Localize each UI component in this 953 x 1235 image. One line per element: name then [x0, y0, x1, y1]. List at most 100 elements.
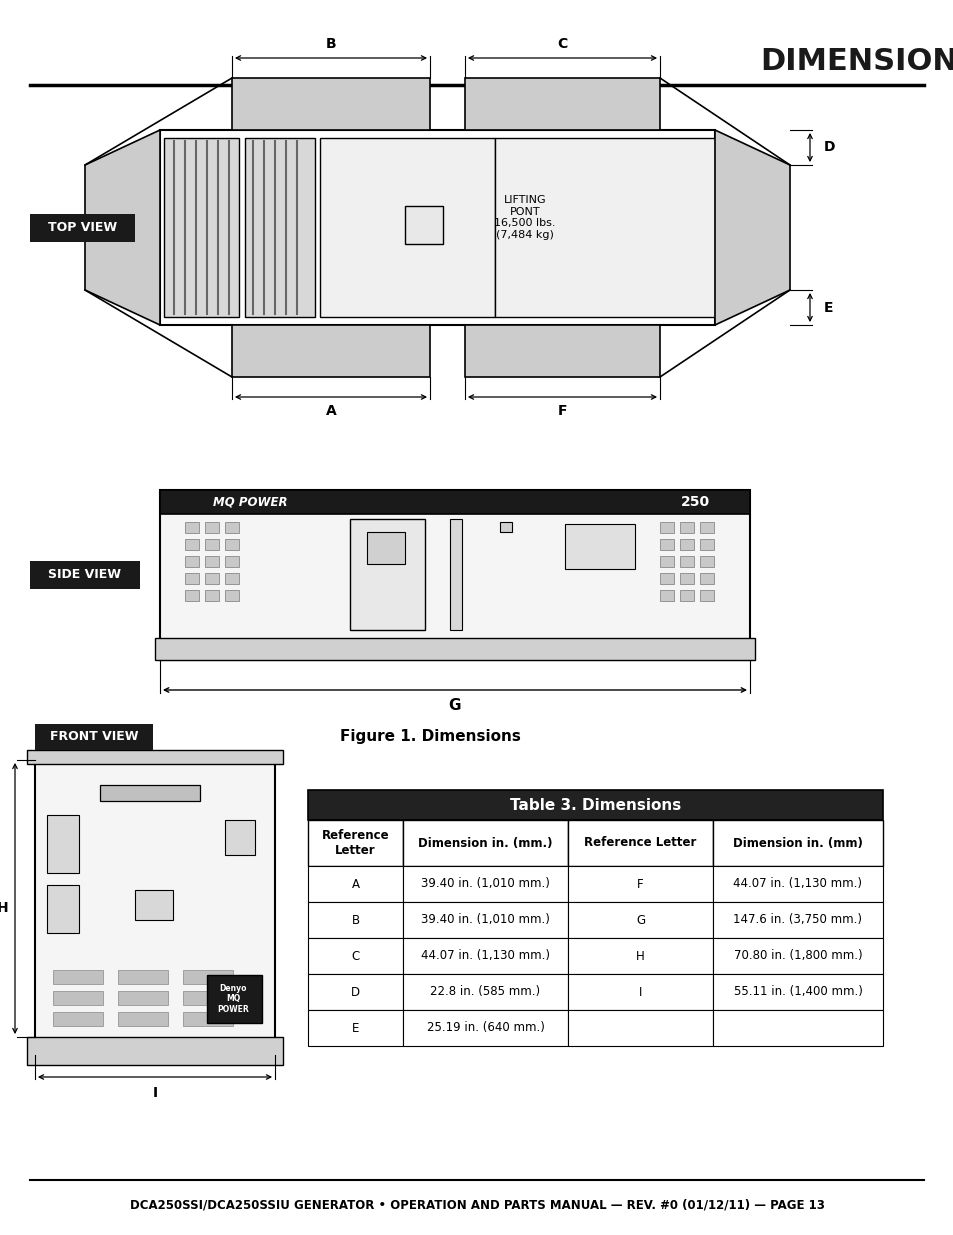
Bar: [567, 866, 712, 902]
Bar: [659, 590, 673, 601]
Bar: [35, 760, 274, 1055]
Bar: [185, 538, 199, 550]
Bar: [402, 902, 567, 939]
Bar: [700, 590, 713, 601]
Bar: [308, 939, 402, 974]
Bar: [402, 866, 567, 902]
Text: DCA250SSI/DCA250SSIU GENERATOR • OPERATION AND PARTS MANUAL — REV. #0 (01/12/11): DCA250SSI/DCA250SSIU GENERATOR • OPERATI…: [130, 1198, 823, 1212]
Bar: [495, 138, 714, 317]
Bar: [30, 561, 140, 589]
Text: I: I: [152, 1086, 157, 1100]
Text: B: B: [325, 37, 336, 51]
Text: 22.8 in. (585 mm.): 22.8 in. (585 mm.): [430, 986, 540, 999]
Bar: [185, 590, 199, 601]
Bar: [225, 573, 239, 584]
Bar: [319, 138, 495, 317]
Bar: [207, 974, 262, 1023]
Text: 44.07 in. (1,130 mm.): 44.07 in. (1,130 mm.): [420, 950, 550, 962]
Bar: [30, 214, 135, 242]
Text: Reference
Letter: Reference Letter: [321, 829, 389, 857]
Polygon shape: [464, 325, 659, 377]
Bar: [700, 573, 713, 584]
Polygon shape: [232, 78, 430, 130]
Bar: [700, 556, 713, 567]
Bar: [35, 724, 152, 750]
Text: 39.40 in. (1,010 mm.): 39.40 in. (1,010 mm.): [420, 878, 549, 890]
Text: Dimension in. (mm): Dimension in. (mm): [732, 836, 862, 850]
Circle shape: [684, 643, 695, 655]
Bar: [225, 556, 239, 567]
Bar: [308, 974, 402, 1010]
Polygon shape: [464, 78, 659, 130]
Text: G: G: [636, 914, 644, 926]
Bar: [160, 490, 749, 659]
Bar: [185, 556, 199, 567]
Bar: [183, 990, 233, 1005]
Text: 39.40 in. (1,010 mm.): 39.40 in. (1,010 mm.): [420, 914, 549, 926]
Bar: [402, 820, 567, 866]
Bar: [205, 556, 219, 567]
Bar: [712, 820, 882, 866]
Bar: [567, 939, 712, 974]
Bar: [712, 974, 882, 1010]
Bar: [679, 573, 693, 584]
Bar: [164, 138, 239, 317]
Bar: [308, 790, 882, 820]
Text: Dimension in. (mm.): Dimension in. (mm.): [417, 836, 552, 850]
Bar: [567, 902, 712, 939]
Circle shape: [285, 643, 294, 655]
Text: G: G: [448, 699, 460, 714]
Bar: [564, 524, 635, 569]
Bar: [308, 820, 402, 866]
Bar: [679, 590, 693, 601]
Bar: [53, 990, 103, 1005]
Bar: [450, 519, 461, 630]
Bar: [27, 750, 283, 764]
Bar: [402, 1010, 567, 1046]
Text: DIMENSIONS: DIMENSIONS: [760, 47, 953, 77]
Text: B: B: [351, 914, 359, 926]
Bar: [308, 902, 402, 939]
Text: A: A: [325, 404, 336, 417]
Bar: [160, 130, 714, 325]
Bar: [183, 1011, 233, 1026]
Text: 70.80 in. (1,800 mm.): 70.80 in. (1,800 mm.): [733, 950, 862, 962]
Bar: [118, 990, 168, 1005]
Text: C: C: [557, 37, 567, 51]
Bar: [567, 820, 712, 866]
Bar: [245, 138, 314, 317]
Bar: [405, 205, 442, 243]
Bar: [712, 1010, 882, 1046]
Bar: [225, 590, 239, 601]
Bar: [185, 522, 199, 534]
Text: D: D: [351, 986, 359, 999]
Bar: [53, 1011, 103, 1026]
Bar: [679, 556, 693, 567]
Text: 147.6 in. (3,750 mm.): 147.6 in. (3,750 mm.): [733, 914, 862, 926]
Bar: [225, 538, 239, 550]
Bar: [160, 490, 749, 514]
Bar: [659, 556, 673, 567]
Bar: [700, 522, 713, 534]
Text: TOP VIEW: TOP VIEW: [48, 221, 117, 233]
Bar: [659, 573, 673, 584]
Text: F: F: [558, 404, 567, 417]
Bar: [205, 522, 219, 534]
Bar: [712, 902, 882, 939]
Circle shape: [575, 643, 584, 655]
Bar: [567, 974, 712, 1010]
Text: 250: 250: [679, 495, 709, 509]
Bar: [350, 519, 424, 630]
Text: C: C: [351, 950, 359, 962]
Circle shape: [180, 643, 190, 655]
Text: Denyo
MQ
POWER: Denyo MQ POWER: [217, 984, 249, 1014]
Text: FRONT VIEW: FRONT VIEW: [50, 730, 138, 743]
Bar: [100, 785, 200, 802]
Bar: [700, 538, 713, 550]
Bar: [567, 1010, 712, 1046]
Bar: [205, 590, 219, 601]
Text: F: F: [637, 878, 643, 890]
Text: Figure 1. Dimensions: Figure 1. Dimensions: [339, 730, 520, 745]
Text: A: A: [351, 878, 359, 890]
Bar: [27, 1037, 283, 1065]
